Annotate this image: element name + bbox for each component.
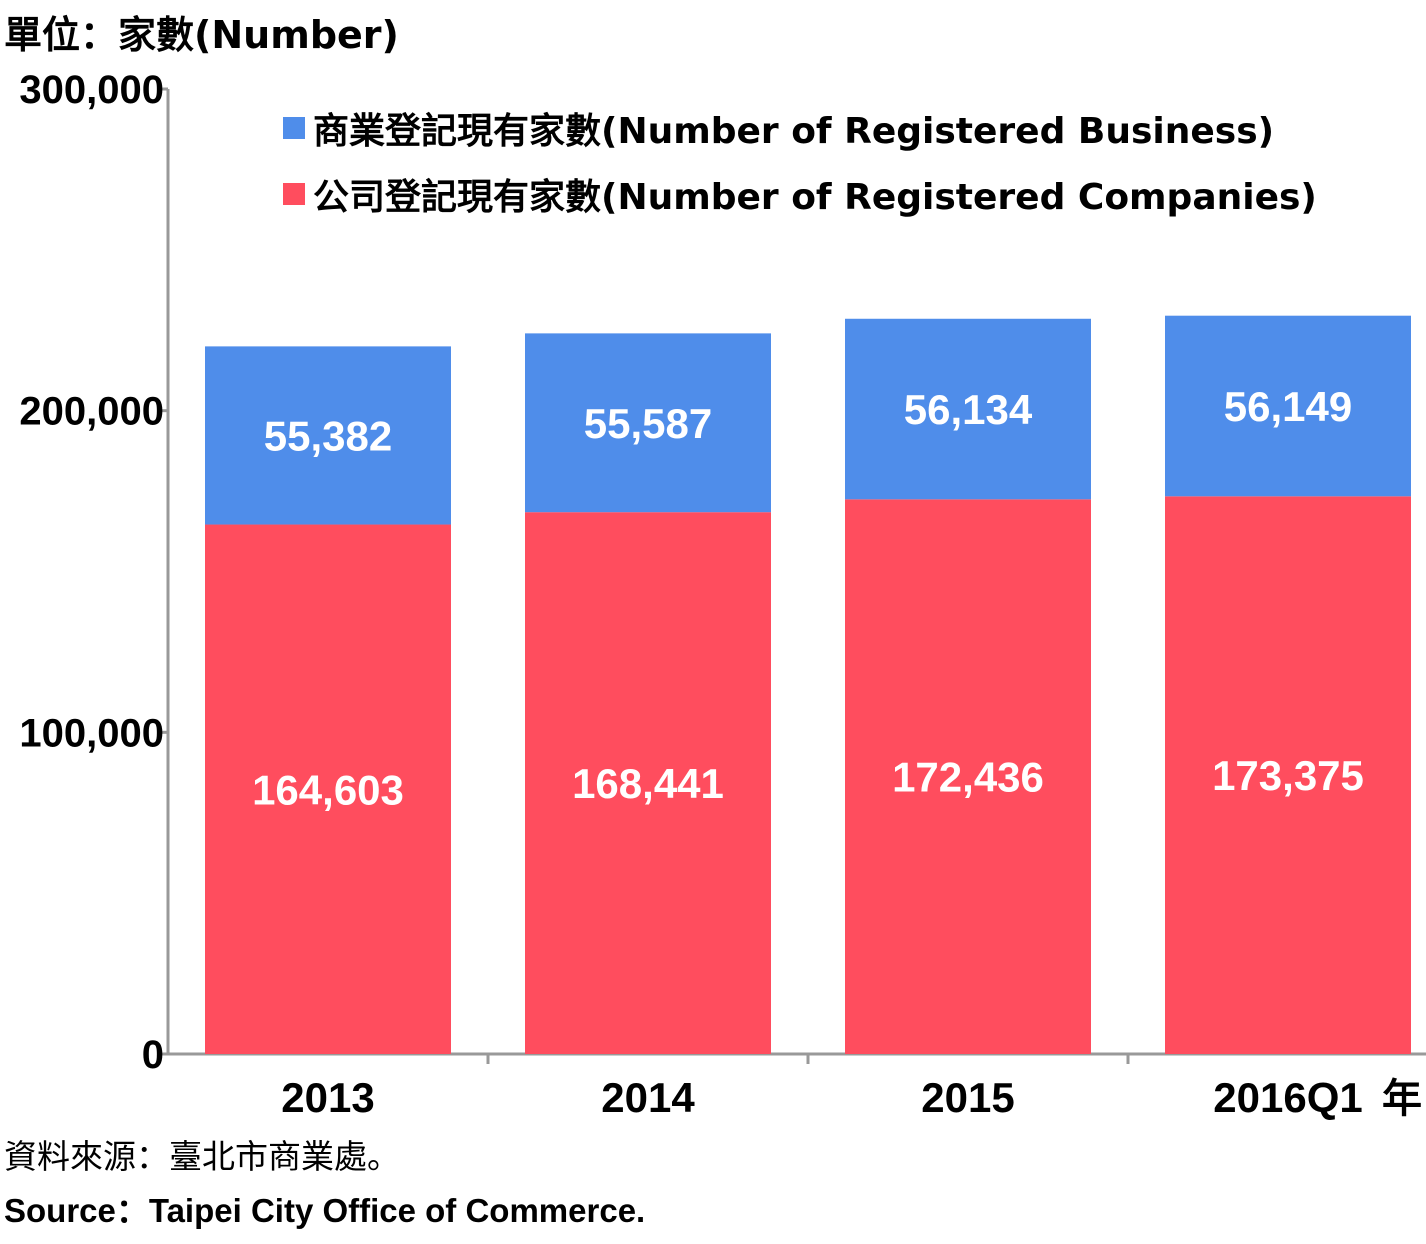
data-label-business: 55,587	[584, 400, 712, 447]
bar-business	[525, 333, 771, 513]
data-label-companies: 172,436	[892, 754, 1044, 801]
bar-companies	[845, 499, 1091, 1054]
legend-swatch-companies	[283, 183, 305, 205]
data-label-business: 56,134	[904, 386, 1033, 433]
bar-companies	[525, 512, 771, 1054]
x-tick-label: 2014	[601, 1074, 695, 1121]
x-tick-label: 2016Q1	[1213, 1074, 1362, 1121]
x-axis-unit: 年	[1382, 1076, 1422, 1122]
x-tick-label: 2015	[921, 1074, 1014, 1121]
legend-item-companies: 公司登記現有家數(Number of Registered Companies)	[283, 170, 1317, 218]
data-label-companies: 164,603	[252, 766, 404, 813]
legend-swatch-business	[283, 117, 305, 139]
bar-business	[205, 346, 451, 525]
source-note-en: Source：Taipei City Office of Commerce.	[4, 1192, 646, 1229]
bar-companies	[1165, 496, 1411, 1054]
legend-label-business: 商業登記現有家數(Number of Registered Business)	[313, 111, 1275, 152]
y-tick-label: 300,000	[19, 68, 164, 112]
y-tick-label: 200,000	[19, 390, 164, 434]
x-tick-label: 2013	[281, 1074, 374, 1121]
source-note-zh: 資料來源：臺北市商業處。	[4, 1137, 400, 1176]
unit-label: 單位：家數(Number)	[4, 13, 399, 57]
data-label-companies: 168,441	[572, 760, 724, 807]
y-tick-label: 100,000	[19, 711, 164, 755]
legend-label-companies: 公司登記現有家數(Number of Registered Companies)	[313, 177, 1317, 218]
data-label-business: 55,382	[264, 412, 392, 459]
data-label-companies: 173,375	[1212, 752, 1364, 799]
bar-companies	[205, 524, 451, 1054]
bar-business	[1165, 315, 1411, 497]
legend: 商業登記現有家數(Number of Registered Business) …	[283, 104, 1317, 236]
data-label-business: 56,149	[1224, 383, 1352, 430]
y-tick-label: 0	[142, 1033, 164, 1077]
legend-item-business: 商業登記現有家數(Number of Registered Business)	[283, 104, 1317, 152]
bar-business	[845, 318, 1091, 500]
